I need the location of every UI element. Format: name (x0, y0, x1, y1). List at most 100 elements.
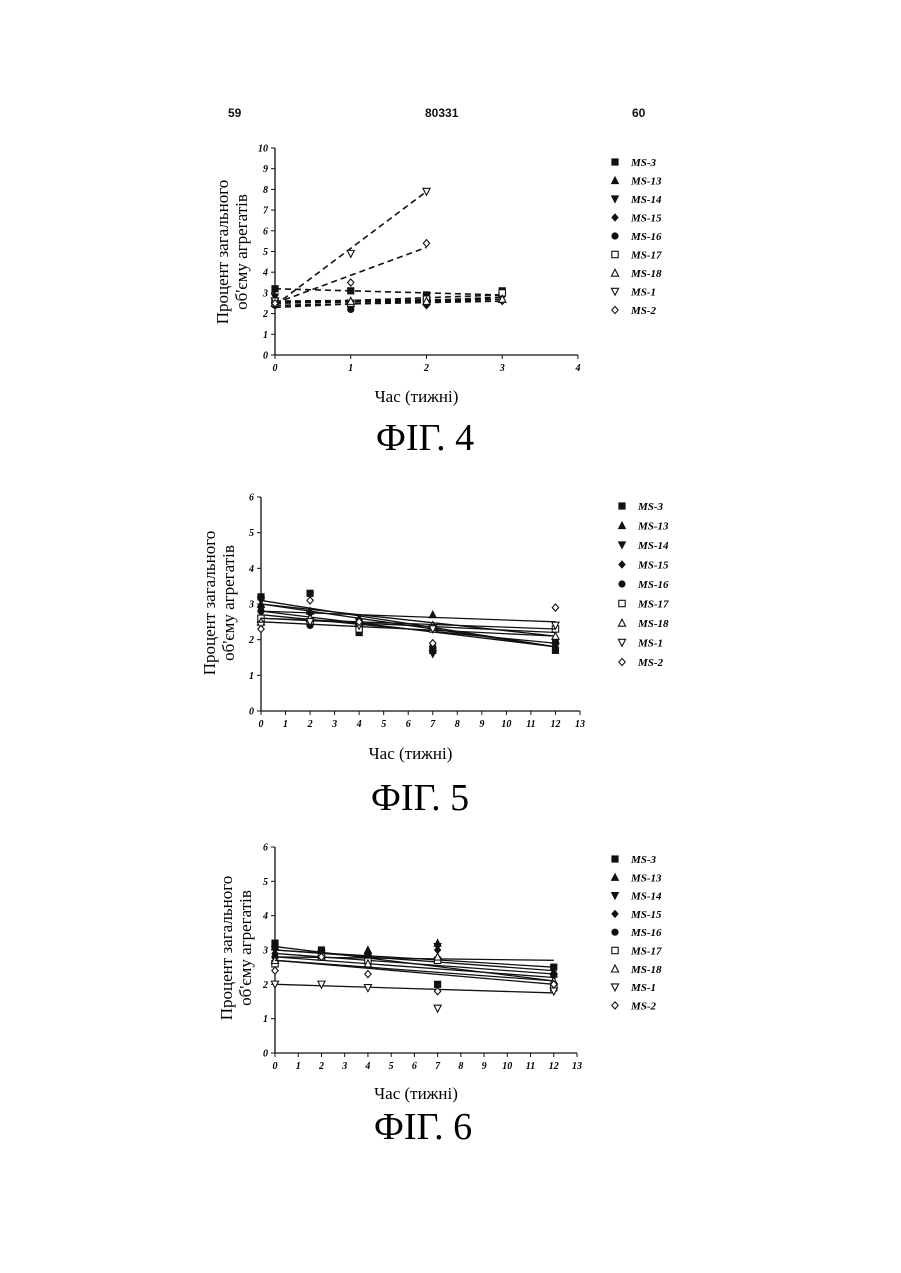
y-tick-label: 9 (263, 164, 268, 175)
legend-marker-ms-1 (611, 984, 618, 991)
x-tick-label: 2 (318, 1061, 324, 1072)
plot-area: 01234012345678910Процент загальногооб'єм… (213, 144, 581, 407)
legend-label: MS-16 (637, 579, 669, 591)
legend-label: MS-2 (630, 1000, 657, 1012)
legend-marker-ms-2 (612, 1002, 618, 1009)
y-tick-label: 3 (262, 946, 268, 957)
x-tick-label: 1 (283, 719, 288, 730)
y-axis-label-line: об'єму агрегатів (236, 890, 255, 1006)
y-tick-label: 0 (249, 707, 254, 718)
legend: MS-3MS-13MS-14MS-15MS-16MS-17MS-18MS-1MS… (611, 854, 662, 1012)
y-tick-label: 2 (262, 309, 268, 320)
x-tick-label: 0 (273, 363, 278, 374)
y-tick-label: 10 (258, 144, 268, 155)
x-tick-label: 8 (458, 1061, 463, 1072)
legend-label: MS-18 (637, 618, 669, 630)
x-tick-label: 4 (356, 719, 362, 730)
legend-label: MS-3 (637, 501, 664, 513)
legend-label: MS-1 (630, 287, 656, 299)
legend-marker-ms-3 (612, 856, 618, 862)
y-tick-label: 4 (248, 564, 254, 575)
legend-marker-ms-17 (612, 251, 618, 257)
data-point-ms-2 (365, 970, 371, 977)
x-tick-label: 4 (575, 363, 581, 374)
data-point-ms-2 (307, 597, 313, 604)
legend-label: MS-18 (630, 268, 662, 280)
legend-marker-ms-1 (611, 288, 618, 295)
x-tick-label: 1 (296, 1061, 301, 1072)
x-tick-label: 13 (572, 1061, 582, 1072)
legend-label: MS-1 (637, 638, 663, 650)
y-axis-label-line: Процент загального (200, 531, 219, 676)
legend-label: MS-17 (630, 946, 662, 958)
data-point-ms-13 (364, 946, 371, 953)
x-tick-label: 4 (364, 1061, 370, 1072)
y-tick-label: 1 (249, 671, 254, 682)
y-tick-label: 4 (262, 268, 268, 279)
x-axis-label: Час (тижні) (369, 744, 453, 763)
y-tick-label: 2 (248, 635, 254, 646)
figure-5-chart: 0123456789101112130123456Процент загальн… (0, 460, 901, 820)
y-tick-label: 5 (249, 528, 254, 539)
legend-label: MS-13 (630, 176, 662, 188)
figure-4-chart: 01234012345678910Процент загальногооб'єм… (0, 0, 901, 480)
x-tick-label: 2 (423, 363, 429, 374)
legend-marker-ms-3 (612, 159, 618, 165)
legend-marker-ms-17 (619, 600, 625, 606)
y-tick-label: 7 (263, 206, 269, 217)
x-tick-label: 5 (381, 719, 386, 730)
legend-marker-ms-14 (611, 196, 618, 203)
x-tick-label: 8 (455, 719, 460, 730)
legend-marker-ms-16 (612, 233, 618, 239)
y-tick-label: 1 (263, 330, 268, 341)
legend-label: MS-14 (630, 891, 662, 903)
x-tick-label: 3 (341, 1061, 347, 1072)
legend-marker-ms-17 (612, 947, 618, 953)
legend-label: MS-17 (630, 250, 662, 262)
legend-label: MS-3 (630, 157, 657, 169)
y-tick-label: 8 (263, 185, 268, 196)
legend-marker-ms-18 (618, 619, 625, 626)
legend-label: MS-16 (630, 927, 662, 939)
legend-marker-ms-2 (612, 306, 618, 313)
legend-label: MS-14 (637, 540, 669, 552)
plot-area: 0123456789101112130123456Процент загальн… (217, 843, 582, 1104)
data-point-ms-2 (272, 967, 278, 974)
y-tick-label: 1 (263, 1014, 268, 1025)
y-axis-label-line: Процент загального (213, 180, 232, 325)
x-axis-label: Час (тижні) (374, 1084, 458, 1103)
figure-label: ФІГ. 6 (374, 1106, 472, 1148)
data-point-ms-1 (318, 981, 325, 988)
data-point-ms-1 (347, 250, 354, 257)
data-point-ms-3 (434, 981, 440, 987)
data-point-ms-1 (434, 1005, 441, 1012)
x-tick-label: 13 (575, 719, 585, 730)
data-point-ms-2 (258, 625, 264, 632)
x-tick-label: 12 (550, 719, 560, 730)
figure-label: ФІГ. 4 (376, 417, 474, 459)
y-axis-label-line: об'єму агрегатів (232, 194, 251, 310)
legend-label: MS-14 (630, 194, 662, 206)
legend-marker-ms-16 (619, 581, 625, 587)
legend: MS-3MS-13MS-14MS-15MS-16MS-17MS-18MS-1MS… (611, 157, 662, 317)
y-tick-label: 4 (262, 911, 268, 922)
y-tick-label: 3 (248, 600, 254, 611)
x-tick-label: 10 (502, 1061, 512, 1072)
x-tick-label: 7 (435, 1061, 441, 1072)
legend-marker-ms-13 (611, 874, 618, 881)
legend-label: MS-15 (637, 560, 669, 572)
legend-label: MS-17 (637, 599, 669, 611)
legend-marker-ms-14 (611, 892, 618, 899)
x-tick-label: 9 (482, 1061, 487, 1072)
y-axis-label-line: Процент загального (217, 876, 236, 1021)
legend-label: MS-16 (630, 231, 662, 243)
y-tick-label: 0 (263, 351, 268, 362)
y-tick-label: 2 (262, 980, 268, 991)
legend-marker-ms-2 (619, 658, 625, 665)
legend-marker-ms-14 (618, 542, 625, 549)
x-tick-label: 3 (499, 363, 505, 374)
x-tick-label: 6 (412, 1061, 417, 1072)
data-point-ms-3 (272, 286, 278, 292)
y-axis-label-line: об'єму агрегатів (219, 545, 238, 661)
legend-marker-ms-1 (618, 639, 625, 646)
